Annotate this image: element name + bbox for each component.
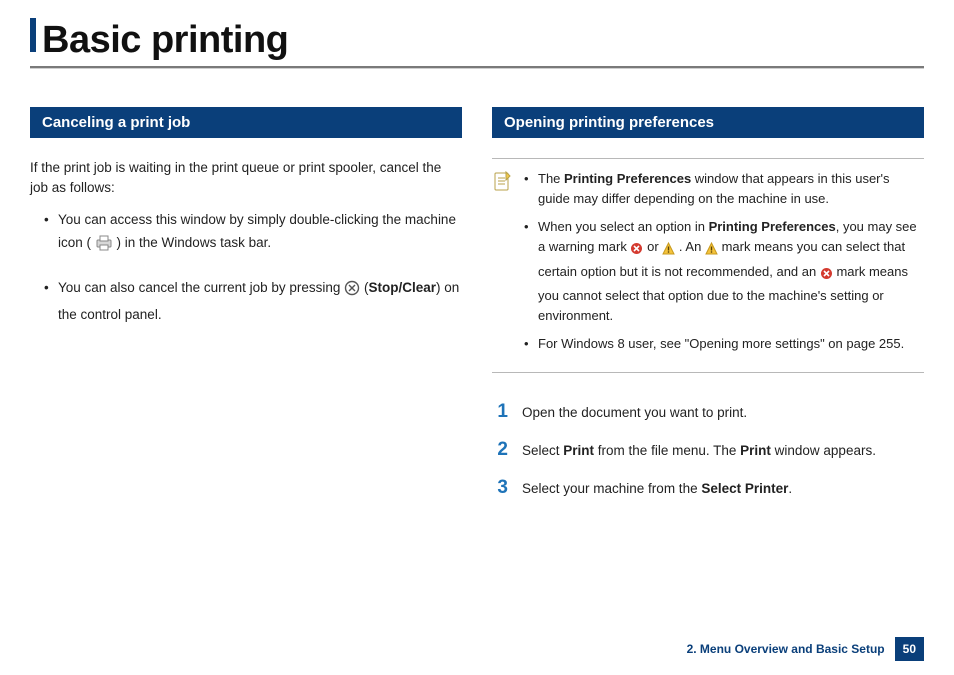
error-icon	[630, 241, 643, 261]
page-title: Basic printing	[42, 11, 288, 62]
right-column: Opening printing preferences	[492, 107, 924, 515]
step-number: 3	[492, 477, 508, 499]
bullet-text: You can also cancel the current job by p…	[58, 280, 344, 295]
cancel-bullet-2: You can also cancel the current job by p…	[44, 277, 462, 327]
error-icon	[820, 266, 833, 286]
steps-list: 1 Open the document you want to print. 2…	[492, 401, 924, 499]
bullet-text: ) in the Windows task bar.	[117, 235, 272, 250]
note-icon	[492, 169, 514, 362]
page-number: 50	[895, 637, 924, 661]
page: Basic printing Canceling a print job If …	[0, 0, 954, 675]
step-text: Select your machine from the Select Prin…	[522, 480, 924, 499]
step-text: Select Print from the file menu. The Pri…	[522, 442, 924, 461]
note-box: The Printing Preferences window that app…	[492, 158, 924, 373]
warning-icon	[705, 241, 718, 261]
title-subrule	[30, 68, 924, 69]
note-list: The Printing Preferences window that app…	[524, 169, 920, 362]
cancel-bullet-1: You can access this window by simply dou…	[44, 209, 462, 259]
section-heading-prefs: Opening printing preferences	[492, 107, 924, 138]
step-2: 2 Select Print from the file menu. The P…	[492, 439, 924, 461]
title-bar-accent	[30, 18, 36, 52]
printer-icon	[95, 235, 113, 259]
note-item-2: When you select an option in Printing Pr…	[524, 217, 920, 326]
step-text: Open the document you want to print.	[522, 404, 924, 423]
left-column: Canceling a print job If the print job i…	[30, 107, 462, 515]
cancel-bullets: You can access this window by simply dou…	[30, 209, 462, 327]
step-1: 1 Open the document you want to print.	[492, 401, 924, 423]
page-footer: 2. Menu Overview and Basic Setup 50	[687, 637, 924, 661]
step-3: 3 Select your machine from the Select Pr…	[492, 477, 924, 499]
section-heading-cancel: Canceling a print job	[30, 107, 462, 138]
footer-chapter: 2. Menu Overview and Basic Setup	[687, 642, 885, 656]
columns: Canceling a print job If the print job i…	[30, 107, 924, 515]
step-number: 1	[492, 401, 508, 423]
step-number: 2	[492, 439, 508, 461]
warning-icon	[662, 241, 675, 261]
title-row: Basic printing	[30, 0, 924, 62]
stop-clear-icon	[344, 280, 360, 304]
cancel-intro: If the print job is waiting in the print…	[30, 158, 462, 197]
note-item-1: The Printing Preferences window that app…	[524, 169, 920, 209]
note-item-3: For Windows 8 user, see "Opening more se…	[524, 334, 920, 354]
